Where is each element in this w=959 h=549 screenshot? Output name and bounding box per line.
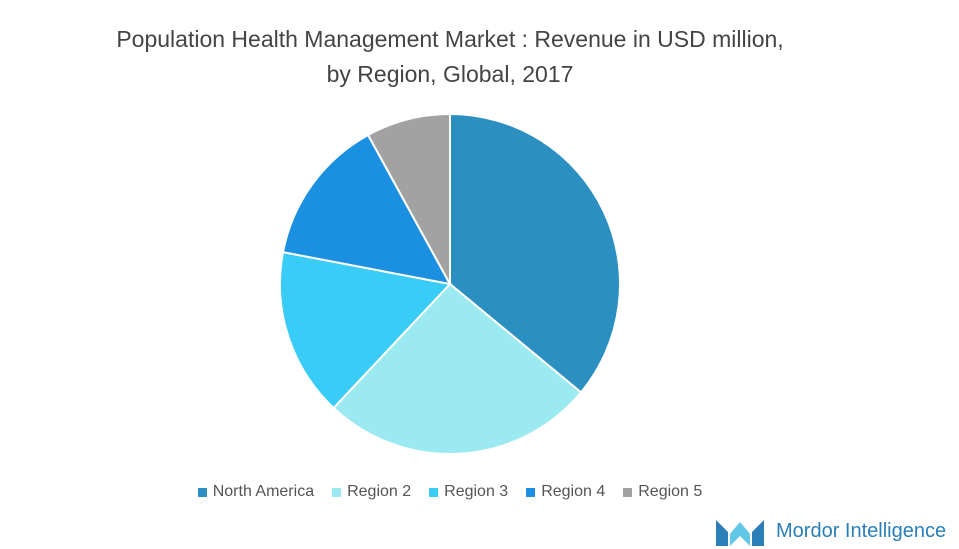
legend-label: Region 4	[541, 483, 606, 500]
pie-slice	[279, 250, 452, 410]
logo: Mordor Intelligence	[716, 516, 946, 546]
legend-swatch	[429, 487, 439, 497]
legend-item: North America	[197, 483, 315, 501]
legend-swatch	[623, 487, 633, 497]
pie-slice	[281, 133, 452, 286]
legend: North America Region 2 Region 3 Region 4 Reg…	[0, 483, 900, 501]
chart	[279, 112, 621, 455]
legend-label: Region 3	[444, 483, 509, 500]
chart-title: Population Health Management Market : Re…	[116, 26, 784, 87]
pie-slice	[366, 112, 451, 285]
legend-swatch	[332, 487, 342, 497]
pie-slice	[449, 112, 621, 394]
legend-label: Region 2	[347, 483, 412, 500]
pie-slice	[332, 282, 583, 455]
legend-swatch	[526, 487, 536, 497]
legend-item: Region 5	[623, 483, 702, 501]
legend-label: North America	[212, 483, 315, 500]
legend-label: Region 5	[638, 483, 703, 500]
legend-item: Region 4	[526, 483, 605, 501]
logo-icon	[716, 520, 764, 546]
legend-item: Region 2	[332, 483, 411, 501]
legend-swatch	[197, 487, 207, 497]
logo-text: Mordor Intelligence	[776, 519, 947, 542]
legend-item: Region 3	[429, 483, 508, 501]
